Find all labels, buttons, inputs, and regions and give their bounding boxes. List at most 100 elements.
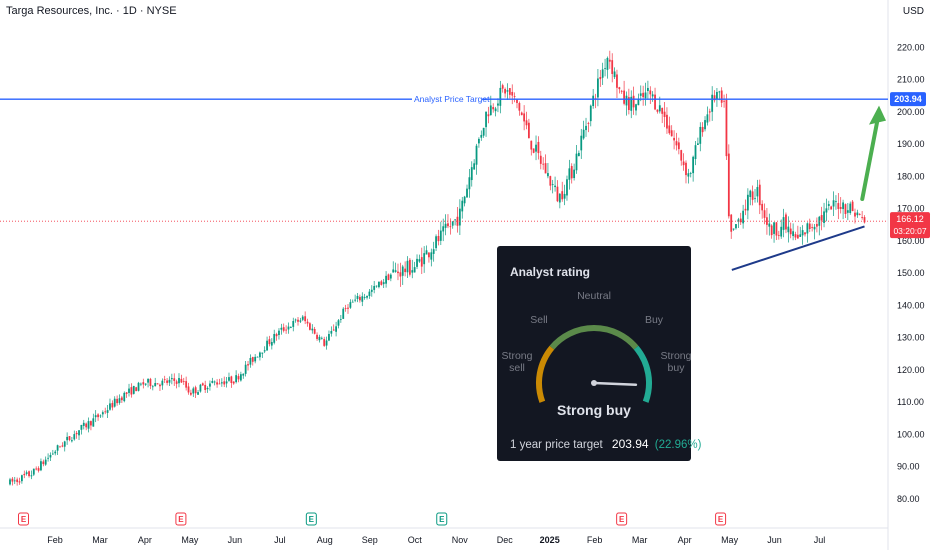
candle-body <box>675 141 678 146</box>
x-tick-label: Dec <box>497 535 514 545</box>
candle-body <box>566 179 568 196</box>
candle-body <box>368 291 371 297</box>
candle-body <box>301 316 304 320</box>
candle-body <box>475 145 478 165</box>
support-trendline <box>731 225 865 271</box>
candle-body <box>261 352 264 354</box>
candle-body <box>311 328 314 331</box>
candle-body <box>132 385 135 394</box>
target-price-badge-text: 203.94 <box>894 94 922 104</box>
candle-body <box>306 321 309 324</box>
candle-body <box>416 258 418 267</box>
earnings-marker-label: E <box>21 515 27 524</box>
currency-label[interactable]: USD <box>902 6 924 17</box>
candle-body <box>811 227 814 228</box>
candle-body <box>192 388 195 394</box>
candle-body <box>366 295 368 298</box>
candle-body <box>423 253 426 265</box>
candle-body <box>827 204 830 206</box>
label-buy: Buy <box>644 314 664 326</box>
x-tick-label: Jul <box>814 535 826 545</box>
candle-body <box>425 250 428 255</box>
candle-body <box>316 334 318 339</box>
candle-body <box>470 167 473 181</box>
candle-body <box>787 226 790 233</box>
candle-body <box>85 423 88 428</box>
candle-body <box>820 215 823 221</box>
candle-body <box>213 381 216 383</box>
earnings-marker <box>175 512 187 526</box>
earnings-marker <box>17 512 29 526</box>
candle-body <box>573 169 576 179</box>
y-tick-label: 220.00 <box>897 42 925 52</box>
candle-body <box>547 173 549 177</box>
gauge-needle <box>592 381 638 387</box>
candle-body <box>21 475 23 482</box>
candle-body <box>601 69 604 78</box>
target-arrow-head <box>869 105 886 125</box>
panel-title: Analyst rating <box>510 265 591 279</box>
candle-body <box>80 424 83 430</box>
candle-body <box>666 114 668 129</box>
candle-body <box>627 97 630 110</box>
candle-body <box>273 333 276 343</box>
candle-body <box>428 252 430 258</box>
candle-body <box>447 223 449 227</box>
y-tick-label: 180.00 <box>897 171 925 181</box>
candle-body <box>670 130 673 137</box>
candle-body <box>159 384 161 387</box>
candle-body <box>392 269 395 273</box>
candle-body <box>825 208 828 213</box>
candle-body <box>163 379 166 381</box>
candle-body <box>773 222 775 234</box>
candle-body <box>537 141 540 154</box>
candle-body <box>399 272 402 277</box>
y-tick-label: 160.00 <box>897 236 925 246</box>
candle-body <box>335 326 337 332</box>
candle-body <box>449 226 452 228</box>
candle-body <box>832 200 835 207</box>
candle-body <box>761 203 764 211</box>
candle-body <box>44 459 47 465</box>
candle-body <box>237 376 240 380</box>
candle-body <box>723 100 725 102</box>
candle-body <box>613 71 616 78</box>
earnings-marker-label: E <box>619 515 625 524</box>
y-tick-label: 100.00 <box>897 429 925 439</box>
label-strong-sell: Strong sell <box>499 350 535 374</box>
candle-body <box>746 194 749 211</box>
candle-body <box>704 120 706 130</box>
candle-body <box>494 108 497 112</box>
candle-body <box>309 323 311 330</box>
candle-body <box>577 152 580 157</box>
candle-body <box>68 436 71 440</box>
candle-body <box>204 384 207 390</box>
candle-body <box>575 153 578 171</box>
candle-body <box>520 112 523 116</box>
candle-body <box>185 381 188 388</box>
candle-body <box>128 388 130 393</box>
candle-body <box>11 478 14 482</box>
candle-body <box>782 217 785 230</box>
candle-body <box>82 422 85 426</box>
candle-body <box>389 274 392 279</box>
candle-body <box>463 196 466 204</box>
candle-body <box>130 387 133 395</box>
candle-body <box>413 267 416 273</box>
candle-body <box>835 201 837 203</box>
earnings-marker-label: E <box>718 515 724 524</box>
label-strong-sell-line1: Strong <box>501 350 533 362</box>
x-tick-label: Mar <box>632 535 648 545</box>
candle-body <box>796 234 799 239</box>
y-tick-label: 170.00 <box>897 204 925 214</box>
candle-body <box>209 383 211 387</box>
candle-body <box>28 471 30 477</box>
candle-body <box>90 421 92 426</box>
candle-body <box>718 91 721 93</box>
candle-body <box>625 95 628 106</box>
candle-body <box>270 342 273 346</box>
candle-body <box>708 111 711 113</box>
candle-body <box>597 78 599 98</box>
candle-body <box>218 383 221 385</box>
